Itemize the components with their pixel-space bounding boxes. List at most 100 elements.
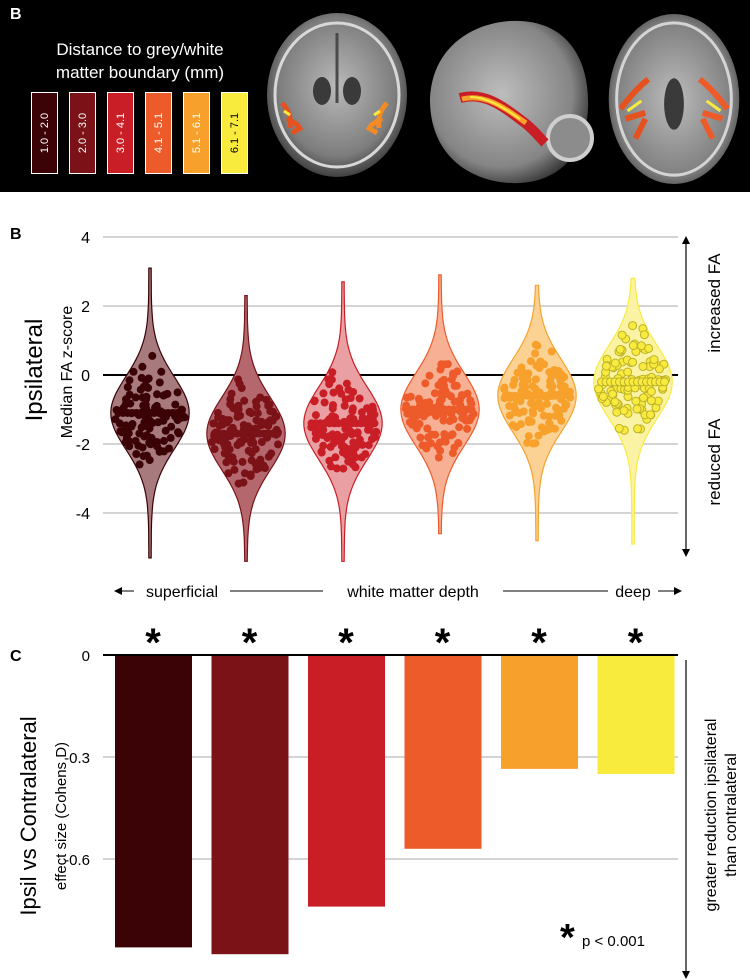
depth-swatch: 5.1 - 6.1	[183, 92, 210, 174]
significance-star: *	[242, 621, 258, 665]
violin-point	[135, 429, 144, 438]
violin-point	[553, 371, 562, 380]
violin-point	[364, 441, 373, 450]
violin-point	[531, 340, 540, 349]
violin-point	[328, 368, 337, 377]
violin-point	[430, 389, 439, 398]
violin-point	[134, 441, 143, 450]
violin-median-point	[177, 408, 186, 417]
violin-point	[445, 417, 454, 425]
violin-point	[598, 392, 608, 401]
violin-point	[320, 398, 329, 407]
violin-point	[139, 452, 148, 461]
panel-b-letter: B	[10, 226, 22, 243]
violin-point	[457, 391, 466, 400]
violin-point	[545, 419, 554, 428]
violin-point	[406, 392, 415, 401]
violin-point	[272, 412, 281, 421]
depth-axis: superficial white matter depth deep	[114, 580, 682, 602]
violin-point	[434, 381, 443, 390]
reduced-fa-label: reduced FA	[705, 418, 724, 506]
violin-point	[347, 454, 356, 463]
violin-point	[523, 438, 532, 447]
effect-size-bar	[115, 656, 192, 948]
violin-point	[123, 435, 132, 444]
violin-point	[266, 407, 275, 416]
violin-point	[224, 451, 233, 460]
violin-point	[370, 429, 379, 438]
violin-point	[328, 430, 337, 439]
violin-point	[423, 424, 432, 433]
sagittal-brain-image	[430, 20, 594, 184]
violin-point	[518, 380, 527, 389]
effect-size-bar	[211, 656, 289, 955]
violin-point	[358, 440, 367, 449]
violin-ytick-label: 4	[81, 230, 90, 247]
violin-ytick-label: -4	[76, 506, 90, 523]
violin-point	[159, 436, 168, 445]
white-matter-depth-label: white matter depth	[346, 584, 479, 601]
violin-point	[529, 409, 538, 418]
violin-point	[646, 387, 656, 396]
violin-point	[245, 408, 254, 417]
bar-ylabel-sub: effect size (Cohens D)	[53, 742, 70, 890]
violin-point	[440, 430, 449, 439]
bars: * * * * * *	[115, 621, 675, 955]
violin-shape	[593, 277, 673, 545]
violin-point	[636, 341, 646, 351]
violin-point	[614, 423, 624, 433]
violin-point	[646, 410, 655, 420]
greater-reduction-label-2: than contralateral	[723, 753, 740, 877]
violin-point	[513, 368, 522, 377]
violin-point	[267, 449, 276, 458]
effect-size-bar	[597, 656, 675, 774]
violin-point	[534, 431, 543, 440]
violin-ytick-label: 2	[81, 299, 90, 316]
violin-point	[331, 453, 340, 462]
violin-point	[524, 416, 533, 425]
violin-point	[311, 434, 320, 443]
violin-point	[341, 395, 350, 404]
violin-point	[649, 355, 659, 365]
violin-point	[628, 341, 638, 350]
violin-point	[138, 362, 147, 371]
violin-point	[453, 367, 462, 376]
violin-median-point	[273, 429, 282, 438]
violin-point	[531, 375, 540, 384]
violin-point	[234, 375, 243, 384]
violin-point	[311, 411, 320, 420]
violin-point	[127, 422, 136, 431]
violin-point	[448, 430, 457, 439]
violin-point	[547, 347, 556, 356]
violin-point	[632, 404, 642, 414]
violin-point	[209, 419, 218, 428]
violin-ytick-label: 0	[81, 368, 90, 385]
violin-point	[633, 424, 643, 434]
violin-point	[351, 463, 360, 472]
violin-point	[531, 384, 540, 393]
violin-point	[619, 406, 629, 416]
significance-star: *	[628, 621, 644, 665]
violin-point	[508, 421, 517, 430]
violin-point	[155, 378, 164, 387]
violin-point	[631, 396, 641, 406]
violin-point	[155, 447, 164, 456]
violin-point	[639, 393, 648, 403]
violin-point	[452, 381, 461, 390]
violins	[110, 267, 673, 562]
violin-point	[427, 430, 436, 439]
violin-point	[215, 436, 223, 445]
violin-point	[210, 445, 219, 454]
violin-point	[425, 371, 434, 380]
violin-point	[125, 376, 134, 385]
violin-point	[247, 456, 256, 465]
violin-point	[550, 424, 559, 433]
significance-legend-star: *	[560, 917, 575, 959]
panel-a-letter: B	[10, 6, 22, 23]
violin-point	[311, 429, 320, 438]
violin-point	[238, 457, 247, 466]
violin-point	[142, 376, 151, 385]
violin-point	[274, 440, 282, 449]
violin-point	[259, 461, 268, 470]
violin-point	[517, 420, 525, 429]
